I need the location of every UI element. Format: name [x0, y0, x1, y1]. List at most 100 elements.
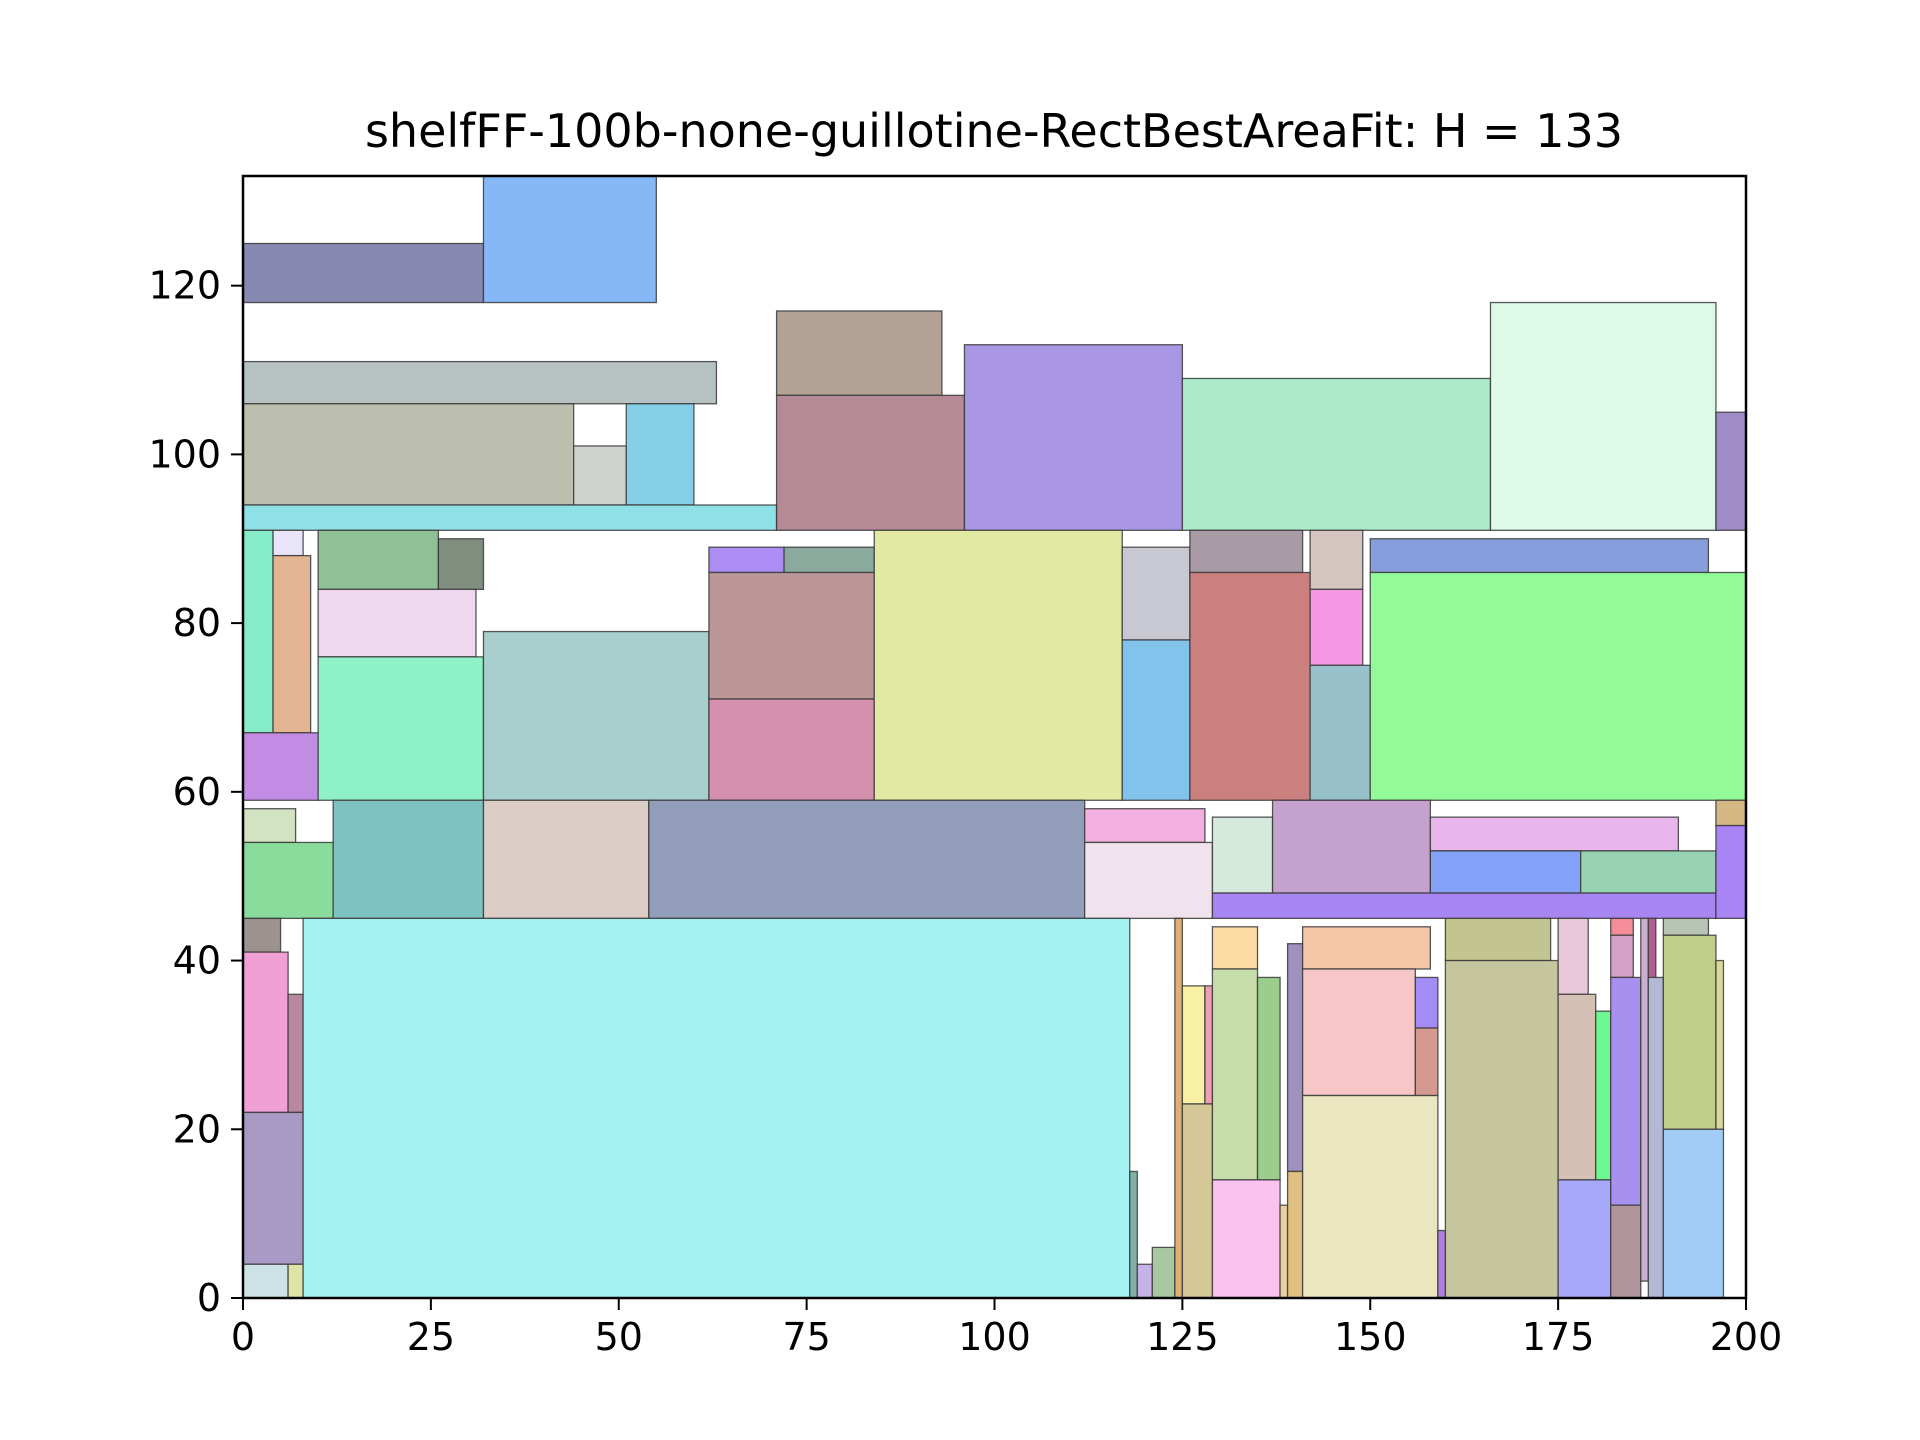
x-axis: 0 25 50 75 100 125 150 175 200 [231, 1298, 1782, 1359]
packed-rect-30 [1189, 571, 1311, 801]
packed-rect-32 [1309, 588, 1364, 666]
packed-rect-94 [1662, 1128, 1725, 1299]
x-tick-label-125: 125 [1146, 1315, 1219, 1359]
packed-rect-4 [573, 445, 627, 506]
packed-rect-85 [1610, 934, 1634, 979]
packed-rect-82 [1595, 1010, 1612, 1181]
packed-rect-76 [1301, 1094, 1439, 1299]
packed-rect-79 [1444, 959, 1559, 1299]
packed-rect-73 [1301, 968, 1416, 1097]
chart-title: shelfFF-100b-none-guillotine-RectBestAre… [365, 104, 1623, 158]
packed-rect-74 [1414, 976, 1439, 1029]
packed-rect-3 [242, 403, 575, 506]
y-tick-label-80: 80 [173, 601, 221, 645]
packed-rect-1 [482, 175, 657, 304]
packed-rect-54 [242, 1111, 304, 1265]
x-tick-label-50: 50 [595, 1315, 643, 1359]
packed-rect-22 [708, 546, 785, 574]
packed-rect-45 [1429, 816, 1680, 852]
packed-rect-39 [482, 799, 650, 920]
packed-rect-80 [1557, 917, 1589, 995]
packed-rect-9 [963, 344, 1184, 531]
packed-rect-77 [1437, 1229, 1447, 1299]
packed-rect-41 [1084, 808, 1206, 844]
packed-rect-28 [1121, 639, 1191, 801]
packed-rect-92 [1662, 934, 1717, 1130]
packed-rect-75 [1414, 1027, 1439, 1097]
packed-rect-44 [1271, 799, 1432, 894]
packed-rect-84 [1610, 917, 1634, 936]
packed-rect-7 [775, 310, 943, 396]
packed-rect-27 [1121, 546, 1191, 641]
x-tick-label-0: 0 [231, 1315, 255, 1359]
packed-rect-62 [1181, 985, 1206, 1105]
packed-rect-29 [1189, 529, 1304, 574]
y-tick-label-40: 40 [173, 939, 221, 983]
y-tick-label-0: 0 [197, 1276, 221, 1320]
packed-rect-14 [272, 529, 304, 557]
packed-rect-12 [1715, 411, 1747, 531]
packed-rect-89 [1647, 917, 1657, 987]
packed-rect-46 [1429, 850, 1582, 894]
packed-rect-86 [1610, 976, 1642, 1206]
y-tick-label-60: 60 [173, 770, 221, 814]
packed-rect-63 [1204, 985, 1214, 1105]
packed-rect-0 [242, 242, 485, 304]
x-tick-label-200: 200 [1710, 1315, 1783, 1359]
packed-rect-55 [242, 1263, 289, 1299]
x-tick-label-100: 100 [958, 1315, 1031, 1359]
packed-rect-59 [1136, 1263, 1153, 1299]
packed-rect-26 [873, 529, 1123, 801]
packed-rect-18 [437, 538, 485, 591]
packed-rect-47 [1580, 850, 1717, 894]
packed-rect-42 [1084, 841, 1214, 920]
packed-rect-90 [1647, 976, 1664, 1299]
packed-rect-71 [1286, 1170, 1304, 1299]
packed-rect-60 [1151, 1246, 1176, 1299]
packed-rect-51 [242, 917, 282, 953]
x-tick-label-175: 175 [1522, 1315, 1595, 1359]
packed-rectangles [242, 175, 1747, 1299]
x-tick-label-150: 150 [1334, 1315, 1407, 1359]
packed-rect-43 [1211, 816, 1274, 894]
packed-rect-57 [302, 917, 1131, 1299]
packed-rect-31 [1309, 529, 1364, 591]
packed-rect-25 [708, 698, 875, 801]
packed-rect-2 [242, 360, 718, 405]
packed-rect-52 [242, 951, 289, 1114]
packed-rect-37 [242, 841, 334, 920]
y-tick-label-120: 120 [148, 264, 221, 308]
x-tick-label-25: 25 [407, 1315, 455, 1359]
packed-rect-58 [1129, 1170, 1138, 1299]
packed-rect-5 [625, 403, 695, 506]
packed-rect-11 [1489, 301, 1717, 531]
packed-rect-49 [1715, 799, 1747, 827]
packed-rect-66 [1211, 968, 1259, 1181]
y-axis: 0 20 40 60 80 100 120 [148, 264, 243, 1320]
packed-rect-61 [1174, 917, 1184, 1299]
packed-rect-87 [1610, 1204, 1642, 1299]
packed-rect-34 [1369, 538, 1710, 574]
packed-rect-23 [783, 546, 875, 574]
packed-rect-19 [317, 588, 477, 658]
packed-rect-6 [242, 504, 778, 531]
packed-rect-16 [242, 732, 319, 801]
packed-rect-24 [708, 571, 875, 700]
packed-rect-67 [1256, 976, 1281, 1181]
packed-rect-70 [1286, 943, 1304, 1173]
packed-rect-13 [242, 529, 274, 734]
packed-rect-78 [1444, 917, 1552, 962]
packed-rect-38 [332, 799, 485, 920]
packed-rect-53 [287, 993, 304, 1114]
y-tick-label-100: 100 [148, 432, 221, 476]
packed-rect-64 [1181, 1103, 1214, 1299]
x-tick-label-75: 75 [782, 1315, 830, 1359]
packed-rect-65 [1211, 926, 1259, 970]
packed-rect-10 [1181, 377, 1492, 531]
packed-rect-36 [242, 808, 297, 844]
packed-rect-91 [1662, 917, 1710, 936]
packed-rect-8 [775, 394, 966, 531]
packed-rect-20 [317, 656, 485, 801]
packed-rect-56 [287, 1263, 304, 1299]
